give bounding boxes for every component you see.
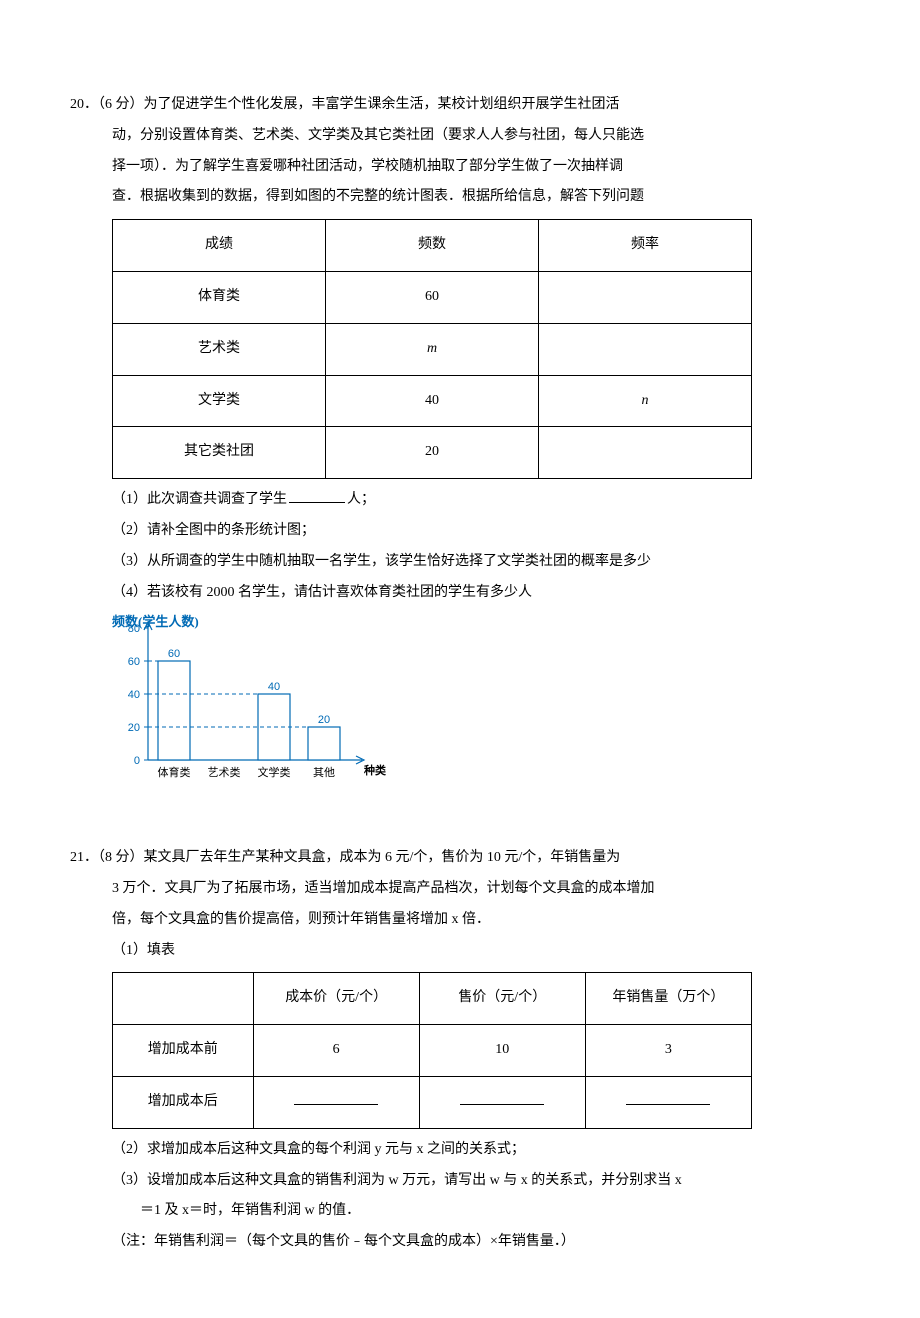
q21-line2: 3 万个．文具厂为了拓展市场，适当增加成本提高产品档次，计划每个文具盒的成本增加 <box>70 874 850 905</box>
svg-text:60: 60 <box>128 656 140 668</box>
q21-sub1: （1）填表 <box>70 936 850 967</box>
cell: 40 <box>425 393 439 408</box>
fill-blank[interactable] <box>460 1091 544 1105</box>
cell: 20 <box>425 444 439 459</box>
q20-sub2: （2）请补全图中的条形统计图； <box>70 516 850 547</box>
q21-points: （8 分） <box>98 850 144 865</box>
table-row: 增加成本后 <box>113 1076 752 1128</box>
svg-text:0: 0 <box>134 755 140 767</box>
q20-sub1: （1）此次调查共调查了学生 人； <box>70 485 850 516</box>
table-row: 文学类 40 n <box>113 375 752 427</box>
q20-th1: 成绩 <box>205 237 233 252</box>
fill-blank[interactable] <box>626 1091 710 1105</box>
cell: 增加成本后 <box>148 1094 218 1109</box>
table-row: 其它类社团 20 <box>113 427 752 479</box>
svg-text:20: 20 <box>128 722 140 734</box>
svg-text:80: 80 <box>128 623 140 635</box>
q20-line4: 查．根据收集到的数据，得到如图的不完整的统计图表．根据所给信息，解答下列问题 <box>70 182 850 213</box>
q20-table: 成绩 频数 频率 体育类 60 艺术类 m 文学类 40 n 其它类社团 20 <box>112 219 752 479</box>
q20-sub1-a: （1）此次调查共调查了学生 <box>112 492 287 507</box>
q20-th3: 频率 <box>631 237 659 252</box>
cell: 售价（元/个） <box>458 990 546 1005</box>
q20-line2: 动，分别设置体育类、艺术类、文学类及其它类社团（要求人人参与社团，每人只能选 <box>70 121 850 152</box>
cell: 文学类 <box>198 393 240 408</box>
svg-text:20: 20 <box>318 714 330 726</box>
svg-text:种类: 种类 <box>363 763 387 777</box>
q20-line1: 为了促进学生个性化发展，丰富学生课余生活，某校计划组织开展学生社团活 <box>144 97 620 112</box>
cell: 6 <box>333 1042 340 1057</box>
table-row: 成绩 频数 频率 <box>113 220 752 272</box>
q21-table: 成本价（元/个） 售价（元/个） 年销售量（万个） 增加成本前 6 10 3 增… <box>112 972 752 1128</box>
cell: 60 <box>425 289 439 304</box>
q20-sub1-b: 人； <box>347 492 375 507</box>
cell: 艺术类 <box>198 341 240 356</box>
cell: 增加成本前 <box>148 1042 218 1057</box>
table-row: 增加成本前 6 10 3 <box>113 1025 752 1077</box>
cell: m <box>427 341 437 356</box>
cell: 其它类社团 <box>184 444 254 459</box>
svg-text:40: 40 <box>268 681 280 693</box>
q20-line3: 择一项）．为了解学生喜爱哪种社团活动，学校随机抽取了部分学生做了一次抽样调 <box>70 152 850 183</box>
q20-number: 20． <box>70 97 98 112</box>
cell: 体育类 <box>198 289 240 304</box>
q20-stem: 20．（6 分）为了促进学生个性化发展，丰富学生课余生活，某校计划组织开展学生社… <box>70 90 850 121</box>
q20-th2: 频数 <box>418 237 446 252</box>
table-row: 艺术类 m <box>113 323 752 375</box>
q21-line3: 倍，每个文具盒的售价提高倍，则预计年销售量将增加 x 倍． <box>70 905 850 936</box>
svg-text:体育类: 体育类 <box>158 765 191 779</box>
q21-stem: 21．（8 分）某文具厂去年生产某种文具盒，成本为 6 元/个，售价为 10 元… <box>70 843 850 874</box>
cell: n <box>642 393 649 408</box>
cell: 年销售量（万个） <box>612 990 724 1005</box>
q21-sub3-line1: （3）设增加成本后这种文具盒的销售利润为 w 万元，请写出 w 与 x 的关系式… <box>70 1166 850 1197</box>
q20-sub3: （3）从所调查的学生中随机抽取一名学生，该学生恰好选择了文学类社团的概率是多少 <box>70 547 850 578</box>
cell: 成本价（元/个） <box>285 990 387 1005</box>
svg-text:频数(学生人数): 频数(学生人数) <box>112 614 199 629</box>
q21-sub2: （2）求增加成本后这种文具盒的每个利润 y 元与 x 之间的关系式； <box>70 1135 850 1166</box>
fill-blank[interactable] <box>294 1091 378 1105</box>
q20-sub4: （4）若该校有 2000 名学生，请估计喜欢体育类社团的学生有多少人 <box>70 578 850 609</box>
svg-text:文学类: 文学类 <box>258 765 291 779</box>
q21-number: 21． <box>70 850 98 865</box>
q20-points: （6 分） <box>98 97 144 112</box>
table-row: 体育类 60 <box>113 271 752 323</box>
fill-blank[interactable] <box>289 490 345 504</box>
svg-text:其他: 其他 <box>313 766 335 779</box>
svg-text:艺术类: 艺术类 <box>208 765 241 779</box>
q21-sub3-line2: ＝1 及 x＝时，年销售利润 w 的值． <box>70 1196 850 1227</box>
cell: 3 <box>665 1042 672 1057</box>
svg-text:40: 40 <box>128 689 140 701</box>
cell: 10 <box>495 1042 509 1057</box>
table-row: 成本价（元/个） 售价（元/个） 年销售量（万个） <box>113 973 752 1025</box>
svg-text:60: 60 <box>168 648 180 660</box>
q21-line1: 某文具厂去年生产某种文具盒，成本为 6 元/个，售价为 10 元/个，年销售量为 <box>144 850 621 865</box>
q21-note: （注：年销售利润＝（每个文具的售价﹣每个文具盒的成本）×年销售量．） <box>70 1227 850 1258</box>
q20-chart: 频数(学生人数) 0 20 40 60 80 60 体育类 艺术类 40 文学类 20 其他 种类 <box>70 608 850 843</box>
